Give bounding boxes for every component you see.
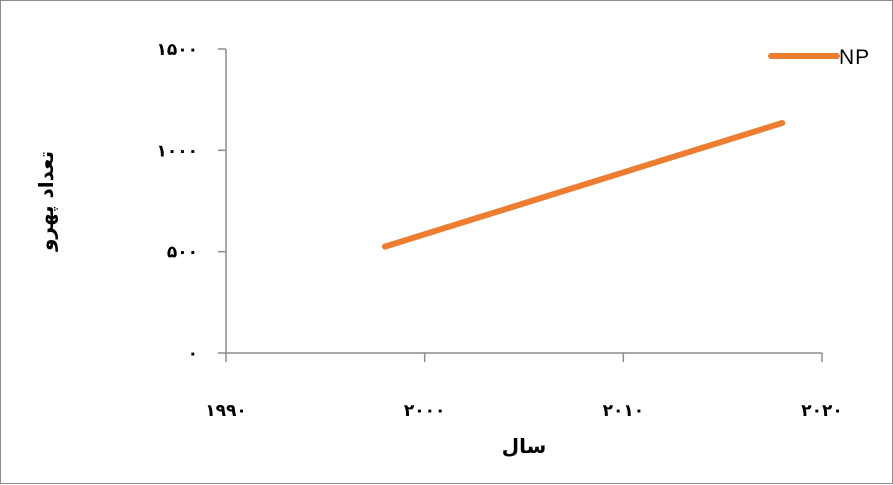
series-line-np	[381, 119, 786, 250]
x-tick-label: ۲۰۰۰	[404, 401, 446, 421]
y-tick-label: ۱۰۰۰	[156, 141, 198, 161]
legend-label-np: NP	[839, 46, 870, 69]
x-axis-title: سال	[502, 434, 547, 458]
x-tick-label: ۲۰۱۰	[603, 401, 645, 421]
y-tick-label: ۱۵۰۰	[156, 40, 198, 60]
y-tick-label: ۵۰۰	[167, 243, 198, 263]
legend: NP	[768, 46, 870, 69]
series-layer	[381, 119, 786, 250]
axes	[225, 49, 822, 354]
y-axis-title: تعداد پهرو	[34, 151, 59, 252]
ticks: ۰ ۵۰۰ ۱۰۰۰ ۱۵۰۰ ۱۹۹۰ ۲۰۰۰ ۲۰۱۰ ۲۰۲۰	[156, 40, 842, 421]
y-tick-label: ۰	[188, 344, 198, 364]
x-tick-label: ۱۹۹۰	[205, 401, 247, 421]
x-tick-label: ۲۰۲۰	[801, 401, 843, 421]
